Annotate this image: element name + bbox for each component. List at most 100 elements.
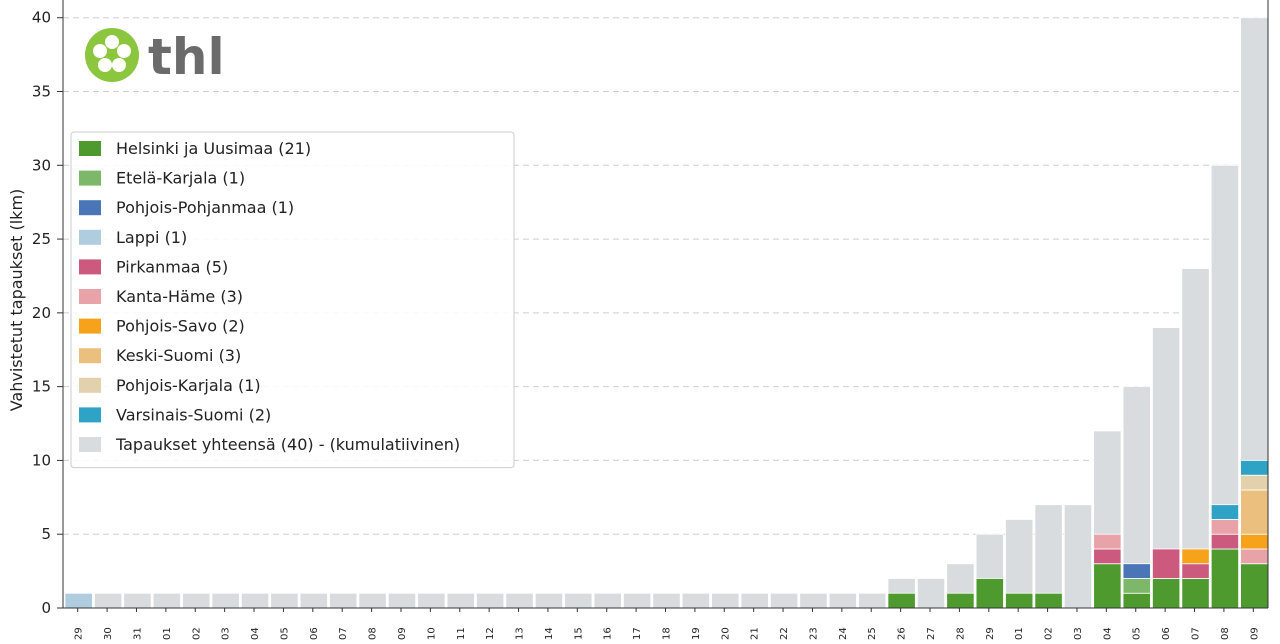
logo: thl [85, 28, 225, 86]
total-bar [681, 592, 710, 609]
bar [1210, 504, 1240, 520]
logo-text: thl [148, 28, 225, 86]
bar [1122, 563, 1151, 579]
x-tick-label: 1-30 [103, 627, 114, 640]
x-tick-label: 2-20 [720, 627, 731, 640]
legend-label: Varsinais-Suomi (2) [116, 405, 271, 424]
total-bar [799, 592, 828, 609]
y-tick-label: 0 [41, 599, 51, 617]
bar [1034, 592, 1063, 609]
bar [1152, 548, 1181, 579]
total-bar [152, 592, 181, 609]
x-tick-label: 2-07 [338, 627, 349, 640]
bar [1122, 592, 1151, 609]
total-bar [270, 592, 299, 609]
x-tick-label: 2-05 [279, 627, 290, 640]
legend-label: Helsinki ja Uusimaa (21) [116, 139, 311, 158]
legend-label: Pohjois-Pohjanmaa (1) [116, 198, 294, 217]
legend-swatch [79, 289, 101, 304]
logo-flower [93, 35, 131, 72]
bar [1093, 563, 1122, 609]
total-bar [476, 592, 505, 609]
total-bar [182, 592, 211, 609]
x-tick-label: 2-23 [808, 627, 819, 640]
x-tick-label: 2-24 [838, 627, 849, 640]
total-bar [358, 592, 387, 609]
y-tick-label: 25 [32, 230, 51, 248]
x-tick-label: 2-14 [544, 627, 555, 640]
x-tick-label: 2-18 [662, 627, 673, 640]
total-bar [417, 592, 446, 609]
x-tick-label: 2-10 [426, 627, 437, 640]
legend-swatch [79, 170, 101, 186]
bar [1240, 474, 1269, 491]
x-tick-label: 2-11 [456, 627, 467, 640]
legend-swatch [79, 377, 101, 393]
legend: Helsinki ja Uusimaa (21) Etelä-Karjala (1… [70, 131, 515, 469]
bar [1005, 592, 1034, 609]
x-tick-label: 2-28 [955, 627, 966, 640]
y-tick-label: 20 [32, 304, 51, 322]
x-tick-label: 2-06 [309, 627, 320, 640]
x-tick-label: 2-22 [779, 627, 790, 640]
total-bar [505, 592, 534, 609]
total-bar [299, 592, 328, 609]
legend-swatch [79, 141, 101, 156]
x-tick-label: 3-09 [1249, 627, 1260, 640]
x-tick-label: 3-02 [1044, 627, 1055, 640]
x-tick-label: 2-09 [397, 627, 408, 640]
legend-label: Tapaukset yhteensä (40) - (kumulatiivine… [115, 435, 460, 454]
bar [64, 592, 93, 609]
total-bar [623, 592, 652, 609]
bar [887, 592, 916, 609]
x-tick-label: 2-08 [368, 627, 379, 640]
legend-label: Kanta-Häme (3) [116, 287, 243, 306]
legend-label: Pohjois-Savo (2) [116, 317, 245, 336]
x-tick-label: 3-05 [1132, 627, 1143, 640]
x-tick-label: 2-16 [603, 627, 614, 640]
total-bar [534, 592, 564, 609]
bar [1210, 548, 1240, 609]
legend-swatch [79, 200, 101, 216]
bar [1181, 548, 1210, 565]
y-tick-label: 40 [32, 9, 51, 27]
total-bar [711, 592, 740, 609]
x-tick-label: 3-08 [1220, 627, 1231, 640]
y-axis-label: Vahvistetut tapaukset (lkm) [7, 189, 26, 412]
legend-label: Pohjois-Karjala (1) [116, 376, 261, 395]
bar [1240, 563, 1269, 609]
legend-label: Keski-Suomi (3) [116, 346, 241, 365]
legend-label: Etelä-Karjala (1) [116, 169, 245, 188]
total-bar [1063, 504, 1093, 609]
x-tick-label: 1-31 [132, 627, 143, 640]
bar [1240, 533, 1269, 550]
x-tick-label: 1-29 [74, 627, 85, 640]
total-bar [769, 592, 799, 609]
total-bar [123, 592, 152, 609]
bar [1122, 578, 1151, 594]
total-bar [916, 578, 946, 609]
bar [946, 592, 975, 609]
x-tick-label: 2-03 [221, 627, 232, 640]
legend-swatch [79, 259, 101, 275]
x-tick-label: 3-04 [1102, 627, 1113, 640]
x-tick-label: 2-04 [250, 627, 261, 640]
total-bar [446, 592, 475, 609]
y-tick-label: 10 [32, 451, 51, 469]
x-tick-label: 2-19 [691, 627, 702, 640]
bar [1240, 460, 1269, 476]
x-tick-label: 2-01 [162, 627, 173, 640]
x-tick-label: 3-01 [1014, 627, 1025, 640]
x-tick-label: 2-26 [897, 627, 908, 640]
total-bar [593, 592, 622, 609]
y-tick-label: 5 [41, 525, 51, 543]
x-tick-label: 2-25 [867, 627, 878, 640]
x-tick-label: 2-27 [926, 627, 937, 640]
y-tick-label: 15 [32, 378, 51, 396]
total-bar [387, 592, 417, 609]
bar [1181, 563, 1210, 579]
legend-swatch [79, 348, 101, 364]
legend-swatch [79, 407, 101, 423]
x-tick-label: 3-07 [1191, 627, 1202, 640]
bar [1152, 578, 1181, 609]
